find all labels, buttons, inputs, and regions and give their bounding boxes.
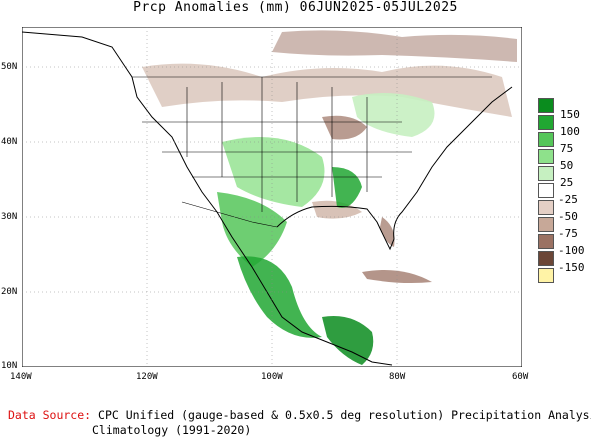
legend-swatch	[538, 251, 554, 266]
data-source-label: Data Source:	[8, 408, 92, 422]
dry-patch-north	[272, 30, 517, 62]
legend-label: 25	[560, 176, 574, 189]
dry-patch-greatlakes	[322, 115, 367, 140]
dry-patch-cuba	[362, 269, 432, 283]
wet-patch-plains	[222, 137, 325, 207]
legend-swatch	[538, 217, 554, 232]
y-tick-10n: 10N	[1, 361, 18, 371]
footer: Data Source: CPC Unified (gauge-based & …	[8, 408, 591, 438]
legend-swatch	[538, 98, 554, 113]
legend-swatch	[538, 268, 554, 283]
legend-label: 100	[560, 125, 580, 138]
precip-anomaly-map	[22, 27, 522, 367]
dry-patch-florida	[380, 217, 395, 247]
legend-swatch	[538, 132, 554, 147]
legend-label: 50	[560, 159, 574, 172]
legend-swatch	[538, 183, 554, 198]
legend-label: -100	[558, 244, 585, 257]
legend-swatch	[538, 149, 554, 164]
x-tick-60w: 60W	[512, 372, 529, 382]
anomaly-field	[142, 30, 517, 365]
y-tick-30n: 30N	[1, 212, 18, 222]
wet-patch-texas	[217, 192, 287, 267]
legend-label: -50	[558, 210, 578, 223]
legend-swatch	[538, 234, 554, 249]
y-tick-40n: 40N	[1, 137, 18, 147]
legend-label: -150	[558, 261, 585, 274]
legend-swatch	[538, 200, 554, 215]
wet-patch-central-america	[322, 316, 374, 365]
map-title: Prcp Anomalies (mm) 06JUN2025-05JUL2025	[133, 0, 458, 15]
wet-patch-northeast	[352, 93, 435, 137]
x-tick-100w: 100W	[261, 372, 283, 382]
y-tick-50n: 50N	[1, 62, 18, 72]
x-tick-80w: 80W	[389, 372, 406, 382]
data-source-text: CPC Unified (gauge-based & 0.5x0.5 deg r…	[98, 408, 591, 422]
climatology-note: Climatology (1991-2020)	[92, 423, 252, 437]
x-tick-140w: 140W	[10, 372, 32, 382]
y-tick-20n: 20N	[1, 287, 18, 297]
legend-label: -25	[558, 193, 578, 206]
legend-label: 75	[560, 142, 574, 155]
x-tick-120w: 120W	[136, 372, 158, 382]
legend-label: 150	[560, 108, 580, 121]
legend-swatch	[538, 115, 554, 130]
graticule	[22, 27, 522, 367]
boundaries	[132, 76, 492, 228]
legend-swatch	[538, 166, 554, 181]
legend-label: -75	[558, 227, 578, 240]
